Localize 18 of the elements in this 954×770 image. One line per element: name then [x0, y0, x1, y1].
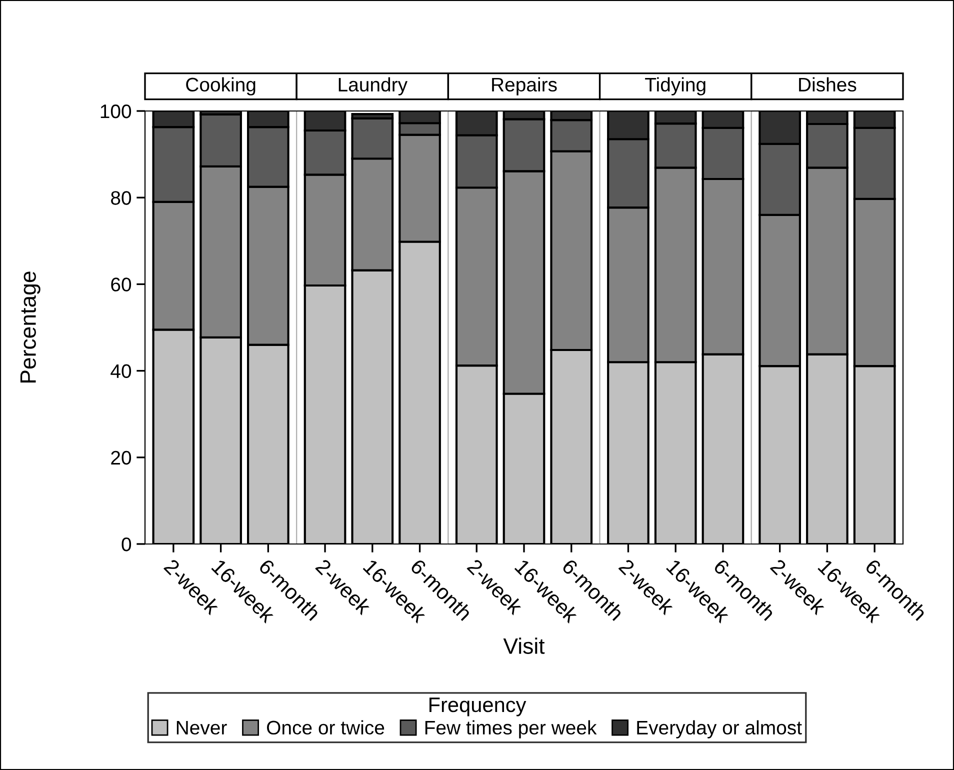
x-axis-title: Visit — [503, 638, 545, 654]
legend-label: Few times per week — [425, 720, 597, 738]
legend-label: Once or twice — [267, 720, 384, 735]
legend-title: Frequency — [430, 698, 526, 716]
y-tick-label: 0 — [122, 537, 132, 552]
chart-title: Dishes — [799, 77, 856, 92]
chart-title: Tidying — [645, 77, 706, 96]
chart-title: Repairs — [492, 77, 557, 96]
chart-title: Laundry — [338, 77, 408, 96]
legend-label: Never — [176, 720, 227, 735]
y-tick-label: 40 — [110, 364, 132, 378]
chart-title: Cooking — [186, 77, 256, 96]
y-tick-label: 100 — [100, 104, 132, 118]
legend-label: Everyday or almost — [637, 720, 802, 738]
y-tick-label: 80 — [111, 191, 132, 205]
y-tick-label: 20 — [111, 450, 132, 465]
y-axis-title: Percentage — [20, 272, 40, 383]
y-tick-label: 60 — [111, 278, 132, 292]
